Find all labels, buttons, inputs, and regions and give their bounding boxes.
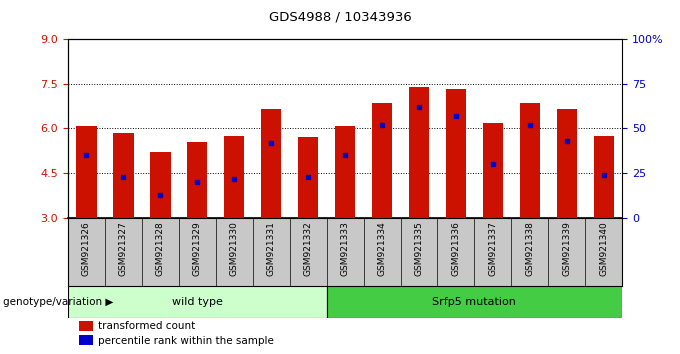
Text: genotype/variation ▶: genotype/variation ▶: [3, 297, 114, 307]
Text: percentile rank within the sample: percentile rank within the sample: [99, 336, 274, 346]
Text: GSM921334: GSM921334: [377, 221, 386, 276]
Bar: [187, 142, 207, 218]
Bar: [298, 137, 318, 218]
Text: GSM921329: GSM921329: [193, 221, 202, 276]
Text: GDS4988 / 10343936: GDS4988 / 10343936: [269, 10, 411, 23]
Bar: [520, 103, 540, 218]
Text: GSM921338: GSM921338: [526, 221, 534, 276]
Text: GSM921326: GSM921326: [82, 221, 91, 276]
Bar: [261, 109, 282, 218]
Bar: [557, 109, 577, 218]
Bar: [594, 136, 614, 218]
Text: GSM921327: GSM921327: [119, 221, 128, 276]
Text: GSM921340: GSM921340: [599, 221, 608, 276]
Text: GSM921332: GSM921332: [304, 221, 313, 276]
Text: GSM921339: GSM921339: [562, 221, 571, 276]
Text: GSM921335: GSM921335: [415, 221, 424, 276]
Bar: [372, 103, 392, 218]
Bar: [326, 286, 622, 318]
Bar: [483, 122, 503, 218]
Text: Srfp5 mutation: Srfp5 mutation: [432, 297, 516, 307]
Text: wild type: wild type: [172, 297, 223, 307]
Bar: [79, 336, 93, 346]
Bar: [150, 152, 171, 218]
Bar: [446, 89, 466, 218]
Bar: [409, 87, 429, 218]
Bar: [335, 126, 355, 218]
Text: GSM921328: GSM921328: [156, 221, 165, 276]
Text: GSM921331: GSM921331: [267, 221, 275, 276]
Text: transformed count: transformed count: [99, 321, 196, 331]
Text: GSM921337: GSM921337: [488, 221, 497, 276]
Bar: [68, 286, 326, 318]
Text: GSM921330: GSM921330: [230, 221, 239, 276]
Text: GSM921333: GSM921333: [341, 221, 350, 276]
Bar: [114, 133, 133, 218]
Bar: [224, 136, 244, 218]
Text: GSM921336: GSM921336: [452, 221, 460, 276]
Bar: [79, 321, 93, 331]
Bar: [76, 126, 97, 218]
